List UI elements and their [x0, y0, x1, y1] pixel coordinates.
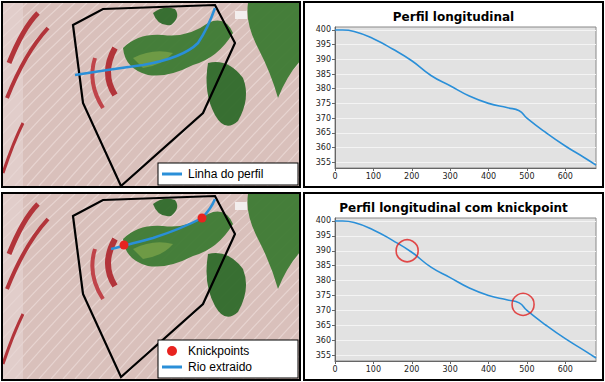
svg-text:100: 100	[366, 365, 381, 374]
svg-text:390: 390	[316, 246, 331, 255]
svg-text:370: 370	[316, 114, 331, 123]
svg-text:400: 400	[316, 25, 331, 34]
svg-text:395: 395	[316, 40, 331, 49]
svg-text:Perfil longitudinal: Perfil longitudinal	[393, 10, 514, 24]
svg-text:380: 380	[316, 84, 331, 93]
svg-text:395: 395	[316, 231, 331, 240]
svg-text:400: 400	[481, 365, 496, 374]
svg-text:300: 300	[443, 172, 458, 181]
svg-text:370: 370	[316, 306, 331, 315]
svg-text:Knickpoints: Knickpoints	[188, 344, 249, 358]
svg-text:375: 375	[316, 99, 331, 108]
svg-text:375: 375	[316, 291, 331, 300]
svg-text:200: 200	[404, 172, 419, 181]
svg-text:385: 385	[316, 261, 331, 270]
svg-text:600: 600	[558, 365, 573, 374]
svg-text:355: 355	[316, 351, 331, 360]
svg-text:385: 385	[316, 70, 331, 79]
svg-text:0: 0	[332, 172, 337, 181]
svg-text:200: 200	[404, 365, 419, 374]
svg-text:380: 380	[316, 276, 331, 285]
svg-text:Perfil longitudinal com knickp: Perfil longitudinal com knickpoint	[339, 201, 568, 215]
svg-text:360: 360	[316, 143, 331, 152]
svg-text:390: 390	[316, 55, 331, 64]
svg-text:500: 500	[519, 365, 534, 374]
svg-text:365: 365	[316, 321, 331, 330]
svg-text:600: 600	[558, 172, 573, 181]
svg-text:500: 500	[519, 172, 534, 181]
svg-text:Linha do perfil: Linha do perfil	[188, 167, 263, 181]
svg-text:300: 300	[443, 365, 458, 374]
svg-text:100: 100	[366, 172, 381, 181]
svg-text:355: 355	[316, 158, 331, 167]
svg-text:365: 365	[316, 128, 331, 137]
svg-text:Rio extraido: Rio extraido	[188, 360, 252, 374]
svg-text:400: 400	[481, 172, 496, 181]
svg-text:400: 400	[316, 216, 331, 225]
svg-text:0: 0	[332, 365, 337, 374]
svg-text:360: 360	[316, 336, 331, 345]
